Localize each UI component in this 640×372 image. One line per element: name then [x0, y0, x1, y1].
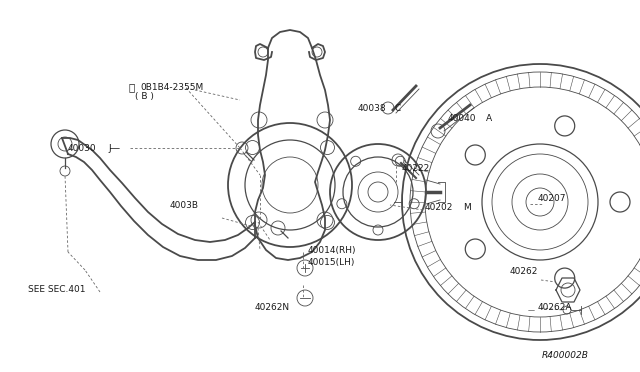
- Text: 40262A: 40262A: [538, 304, 573, 312]
- Text: 40207: 40207: [538, 193, 566, 202]
- Text: C: C: [395, 103, 401, 112]
- Text: 40202: 40202: [425, 202, 453, 212]
- Text: A: A: [486, 113, 492, 122]
- Text: 40014(RH): 40014(RH): [308, 246, 356, 254]
- Text: 40040: 40040: [448, 113, 477, 122]
- Text: —: —: [528, 307, 535, 313]
- Text: ( B ): ( B ): [135, 92, 154, 100]
- Text: 40262: 40262: [510, 267, 538, 276]
- Text: M: M: [463, 202, 471, 212]
- Text: SEE SEC.401: SEE SEC.401: [28, 285, 86, 295]
- Text: Ⓑ: Ⓑ: [129, 82, 135, 92]
- Text: 40015(LH): 40015(LH): [308, 257, 355, 266]
- Text: 0B1B4-2355M: 0B1B4-2355M: [140, 83, 204, 92]
- Text: J―: J―: [108, 144, 120, 153]
- Text: 40222: 40222: [402, 164, 430, 173]
- Text: 4003B: 4003B: [170, 201, 199, 209]
- Text: R400002B: R400002B: [542, 352, 589, 360]
- Text: 40030: 40030: [68, 144, 97, 153]
- Text: 40038: 40038: [358, 103, 387, 112]
- Text: 40262N: 40262N: [255, 304, 290, 312]
